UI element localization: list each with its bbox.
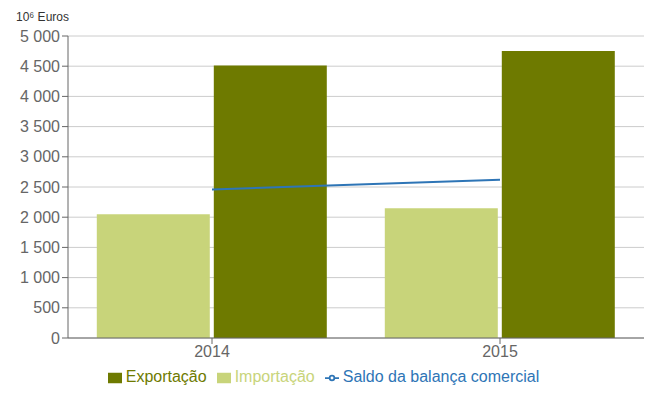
svg-text:500: 500 (33, 299, 60, 316)
svg-text:4 500: 4 500 (20, 58, 60, 75)
svg-text:3 500: 3 500 (20, 118, 60, 135)
svg-text:2 500: 2 500 (20, 179, 60, 196)
svg-text:2014: 2014 (194, 343, 230, 360)
html-text:Importação: Importação (234, 368, 315, 385)
html-text:Exportação: Exportação (125, 368, 207, 385)
svg-text:3 000: 3 000 (20, 148, 60, 165)
svg-text:2 000: 2 000 (20, 209, 60, 226)
html-text:Saldo da balança comercial: Saldo da balança comercial (342, 368, 540, 385)
svg-text:5 000: 5 000 (20, 28, 60, 45)
svg-text:0: 0 (51, 330, 60, 347)
html-text:10⁶ Euros: 10⁶ Euros (16, 10, 69, 24)
svg-text:2015: 2015 (482, 343, 518, 360)
svg-text:1 500: 1 500 (20, 239, 60, 256)
svg-text:4 000: 4 000 (20, 88, 60, 105)
svg-text:1 000: 1 000 (20, 269, 60, 286)
